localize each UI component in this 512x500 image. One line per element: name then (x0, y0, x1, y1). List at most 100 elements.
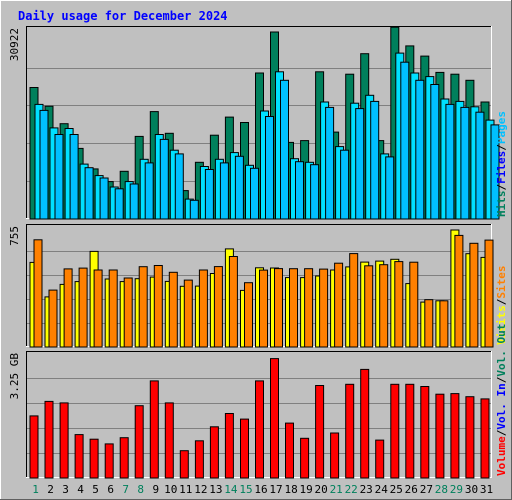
series-files (34, 52, 495, 220)
legend-visits: Visits (495, 305, 508, 345)
bar-pages-day-12 (204, 169, 214, 220)
day-label-22: 22 (345, 483, 358, 496)
bar-volume-day-9 (149, 380, 159, 479)
bar-pages-day-18 (295, 161, 304, 220)
bar-pages-day-6 (114, 188, 124, 220)
bar-sites-day-19 (304, 268, 314, 348)
bar-pages-day-23 (370, 100, 380, 220)
legend-volume: Volume (495, 436, 508, 476)
bar-sites-day-30 (469, 242, 479, 348)
bar-sites-day-14 (228, 256, 238, 348)
bar-volume-day-15 (240, 418, 249, 479)
day-label-1: 1 (32, 483, 39, 496)
day-label-5: 5 (92, 483, 99, 496)
legend-sites: Sites (495, 266, 508, 299)
day-label-6: 6 (107, 483, 114, 496)
panel-bottom-legend: Volume/Vol. In/Vol. Out (495, 324, 508, 476)
bar-volume-day-19 (300, 437, 310, 479)
bar-volume-day-18 (285, 422, 294, 479)
bar-sites-day-12 (198, 269, 208, 348)
bar-pages-day-4 (84, 167, 94, 220)
bar-pages-day-24 (385, 156, 395, 220)
day-label-17: 17 (269, 483, 282, 496)
bar-sites-day-24 (379, 264, 389, 348)
day-label-13: 13 (209, 483, 222, 496)
day-label-16: 16 (254, 483, 267, 496)
bar-pages-day-3 (69, 134, 79, 220)
bar-volume-day-2 (44, 400, 54, 479)
bar-pages-day-25 (400, 61, 410, 220)
legend-vol-in: Vol. In (495, 383, 508, 429)
bar-sites-day-1 (33, 239, 43, 348)
bar-sites-day-20 (319, 268, 329, 348)
day-label-4: 4 (77, 483, 84, 496)
bar-volume-day-12 (194, 440, 204, 479)
bar-pages-day-26 (415, 79, 425, 220)
bar-sites-day-4 (78, 267, 88, 348)
bar-sites-day-29 (454, 234, 464, 348)
legend-separator: / (495, 144, 508, 151)
day-label-11: 11 (179, 483, 192, 496)
day-label-27: 27 (420, 483, 433, 496)
panel-bottom-axis-label: 3.25 GB (8, 353, 21, 400)
bar-volume-day-23 (360, 368, 370, 479)
day-label-15: 15 (239, 483, 252, 496)
bar-sites-day-8 (138, 266, 148, 348)
bar-sites-day-7 (123, 277, 133, 348)
bar-volume-day-8 (134, 405, 144, 479)
day-labels: 1 2 3 4 5 6 7 8 9 10 11 12 13 14 15 16 17 18 19 20 21 22 23 24 2… (32, 483, 493, 496)
legend-vol-out: Vol. Out (495, 324, 508, 377)
bar-volume-day-10 (164, 402, 174, 479)
bar-volume-day-3 (59, 402, 69, 479)
bar-volume-day-31 (480, 398, 490, 479)
bar-pages-day-27 (430, 84, 440, 220)
legend-pages: Pages (495, 111, 508, 144)
bar-volume-day-14 (224, 413, 234, 479)
bar-sites-day-22 (349, 253, 359, 348)
bar-pages-day-29 (460, 106, 470, 220)
bar-pages-day-14 (234, 155, 244, 220)
bar-sites-day-3 (63, 268, 73, 348)
panel-middle-axis-label: 755 (8, 226, 21, 246)
panel-middle: 755 Visits/Sites (8, 224, 508, 348)
bar-sites-day-6 (108, 269, 118, 348)
day-label-9: 9 (152, 483, 159, 496)
bar-volume-day-16 (255, 380, 264, 479)
series-pages (39, 61, 500, 220)
bar-sites-day-17 (274, 268, 283, 348)
bar-pages-day-21 (340, 149, 350, 220)
legend-separator: / (495, 184, 508, 191)
chart-panels: 30922Hits/Files/Pages755Visits/Sites3.25… (8, 26, 508, 479)
chart-title: Daily usage for December 2024 (18, 9, 228, 23)
bar-volume-day-6 (104, 443, 114, 479)
bar-pages-day-9 (159, 138, 169, 220)
bar-pages-day-17 (280, 79, 289, 220)
panel-bottom: 3.25 GB Volume/Vol. In/Vol. Out (8, 324, 508, 479)
day-label-12: 12 (194, 483, 207, 496)
bar-sites-day-10 (168, 271, 178, 348)
day-label-18: 18 (284, 483, 297, 496)
bar-volume-day-21 (330, 432, 340, 479)
bar-sites-day-31 (484, 239, 494, 348)
day-label-19: 19 (299, 483, 312, 496)
bar-volume-day-1 (29, 415, 39, 479)
bar-volume-day-17 (270, 358, 279, 479)
bar-sites-day-18 (289, 268, 298, 348)
legend-separator: / (495, 298, 508, 305)
day-label-24: 24 (375, 483, 389, 496)
panel-middle-legend: Visits/Sites (495, 266, 508, 346)
bar-sites-day-23 (364, 265, 374, 348)
day-label-20: 20 (314, 483, 327, 496)
bar-volume-day-30 (465, 396, 475, 479)
bar-pages-day-10 (174, 153, 184, 220)
bar-sites-day-27 (424, 299, 434, 348)
bar-pages-day-31 (490, 124, 500, 220)
bar-volume-day-29 (450, 393, 460, 479)
bar-pages-day-2 (54, 134, 64, 220)
bar-volume-day-20 (315, 385, 325, 479)
bar-sites-day-28 (439, 300, 449, 348)
series-hits (29, 26, 490, 220)
bar-pages-day-16 (265, 116, 274, 220)
